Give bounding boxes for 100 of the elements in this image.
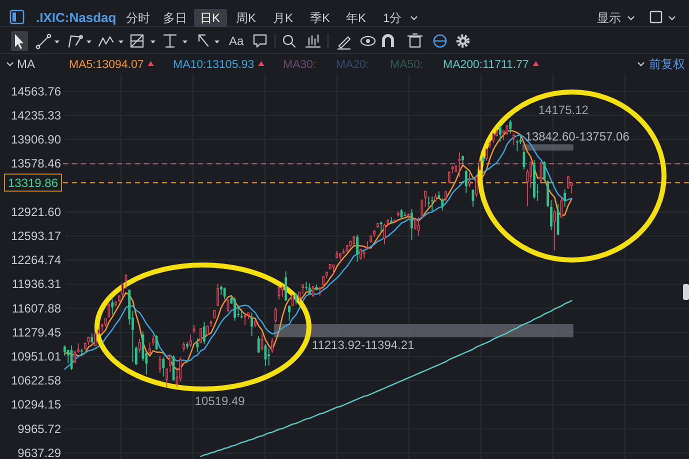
candlestick	[182, 341, 185, 352]
text: 前复权	[649, 57, 685, 71]
candlestick	[312, 286, 314, 298]
candlestick	[475, 174, 478, 198]
chart-title: .IXIC:Nasdaq	[36, 10, 116, 25]
candlestick	[124, 274, 128, 290]
candlestick	[322, 275, 324, 289]
y-tick-label: 11607.88	[12, 301, 62, 316]
candlestick	[498, 126, 502, 142]
candlestick	[200, 328, 202, 344]
text: 月K	[273, 11, 294, 25]
candlestick	[152, 334, 154, 346]
candlestick	[216, 283, 219, 306]
candlestick	[94, 332, 97, 347]
candlestick	[90, 333, 94, 344]
y-tick-label: 9637.29	[18, 446, 62, 459]
candlestick	[155, 334, 158, 350]
candlestick	[108, 303, 110, 318]
text: MA30:	[283, 59, 316, 71]
candlestick	[560, 196, 563, 218]
y-tick-label: 13578.46	[10, 156, 62, 171]
candlestick	[298, 292, 301, 302]
candlestick	[244, 314, 246, 326]
candlestick	[148, 342, 151, 355]
candlestick	[264, 344, 267, 366]
annotation: 10519.49	[194, 394, 246, 408]
text: 多日	[163, 11, 187, 25]
candlestick	[564, 188, 566, 208]
candlestick	[250, 312, 254, 336]
candlestick	[424, 190, 427, 208]
y-tick-label: 11936.31	[12, 277, 62, 292]
y-tick-label: 13906.90	[10, 132, 62, 147]
candlestick	[240, 308, 243, 319]
candlestick	[512, 133, 515, 146]
candlestick	[134, 346, 138, 366]
candlestick	[360, 248, 362, 260]
text: Aa	[229, 34, 244, 48]
text: MA	[17, 57, 35, 71]
y-tick-label: 12921.60	[10, 204, 62, 219]
candlestick	[291, 294, 294, 306]
text: 分时	[126, 11, 150, 25]
candlestick	[223, 287, 226, 300]
y-tick-label: 10622.58	[10, 374, 62, 388]
candlestick	[220, 284, 222, 296]
candlestick	[268, 348, 270, 366]
candlestick	[162, 356, 165, 377]
text: 年K	[346, 11, 366, 25]
text: 1分	[383, 11, 402, 25]
candlestick	[492, 133, 495, 144]
candlestick	[179, 356, 182, 382]
candlestick	[284, 271, 288, 302]
candlestick	[234, 296, 236, 322]
text: MA5:13094.07	[69, 59, 144, 71]
text: 季K	[310, 11, 330, 25]
y-tick-label: 11279.45	[12, 325, 62, 340]
candlestick	[271, 337, 274, 354]
candlestick	[257, 336, 260, 354]
candlestick	[516, 140, 518, 152]
candlestick	[166, 368, 168, 389]
candlestick	[288, 304, 290, 322]
band-label: 11213.92-11394.21	[312, 338, 415, 352]
candlestick	[464, 170, 468, 194]
y-tick-label: 10951.01	[10, 350, 62, 364]
candlestick	[281, 284, 284, 298]
candlestick	[553, 209, 556, 251]
candlestick	[172, 355, 175, 382]
y-tick-label: 12264.74	[10, 253, 62, 268]
candlestick	[111, 298, 114, 315]
candlestick	[448, 170, 450, 184]
candlestick	[203, 322, 206, 345]
candlestick	[74, 350, 76, 364]
text: 日K	[200, 11, 220, 25]
text: MA50:	[390, 59, 424, 71]
y-tick-label: 14235.33	[10, 108, 62, 122]
candlestick	[302, 284, 304, 295]
candlestick	[410, 208, 413, 240]
text: 显示	[597, 11, 621, 25]
text: MA200:11711.77	[443, 59, 529, 71]
candlestick	[468, 172, 471, 188]
text: MA20:	[336, 59, 370, 71]
candlestick	[550, 200, 552, 231]
candlestick	[458, 152, 461, 178]
y-tick-label: 14563.76	[10, 84, 62, 98]
text: MA10:13105.93	[173, 59, 254, 71]
candlestick	[428, 196, 430, 208]
y-tick-label: 12593.17	[10, 228, 62, 243]
candlestick	[196, 338, 199, 353]
candlestick	[274, 306, 277, 324]
ref-line-label: 13319.86	[8, 176, 58, 190]
candlestick	[485, 148, 488, 162]
candlestick	[543, 160, 546, 181]
candlestick	[189, 334, 192, 348]
y-tick-label: 9965.72	[18, 422, 62, 436]
candlestick	[332, 264, 335, 276]
band-label: 13842.60-13757.06	[525, 129, 630, 144]
annotation: 14175.12	[538, 102, 589, 117]
y-tick-label: 10294.15	[10, 398, 62, 412]
candlestick	[356, 234, 358, 262]
candlestick	[478, 158, 481, 172]
text: 周K	[236, 11, 256, 25]
